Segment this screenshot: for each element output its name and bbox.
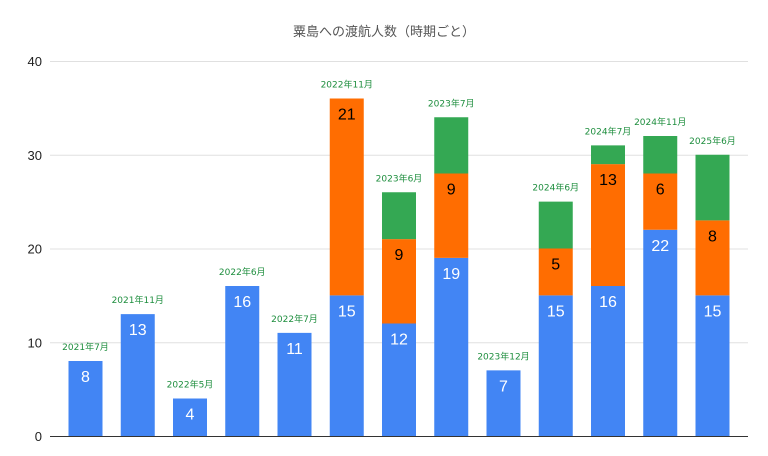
bar-segment [329, 295, 364, 436]
bar-segment [643, 229, 678, 436]
bar-value-label: 22 [651, 238, 669, 255]
bar-segment [329, 98, 364, 296]
bar-segment [382, 239, 416, 324]
bar-value-label: 9 [447, 182, 456, 199]
category-label: 2024年6月 [532, 182, 579, 194]
category-label: 2022年5月 [167, 379, 214, 391]
bar-value-label: 8 [708, 228, 717, 245]
category-label: 2023年6月 [376, 172, 423, 184]
bar-segment [486, 370, 521, 436]
chart-title: 粟島への渡航人数（時期ごと） [293, 24, 475, 40]
category-label: 2023年7月 [428, 97, 475, 109]
bar-value-label: 21 [338, 107, 356, 124]
bar-value-label: 8 [81, 369, 90, 386]
category-label: 2023年12月 [477, 350, 529, 362]
bar-segment [382, 192, 416, 240]
bar-value-label: 19 [442, 266, 460, 283]
bar-segment [591, 164, 625, 286]
bar-segment [695, 295, 730, 436]
bar-segment [225, 286, 260, 436]
bar-value-label: 15 [547, 303, 565, 320]
bars: 8 13 4 16 11 15 21 12 9 19 9 7 15 5 16 13 22 6 15 8 [68, 98, 730, 436]
category-label: 2021年7月 [62, 341, 109, 353]
bar-segment [591, 145, 625, 165]
bar-segment [68, 361, 103, 436]
bar-segment [120, 314, 155, 436]
category-label: 2024年11月 [634, 116, 686, 128]
bar-value-label: 12 [390, 332, 408, 349]
bar-value-label: 16 [233, 294, 251, 311]
category-label: 2025年6月 [689, 135, 736, 147]
bar-segment [173, 398, 207, 436]
bar-value-label: 7 [499, 378, 508, 395]
bar-value-label: 13 [599, 172, 617, 189]
bar-value-label: 5 [551, 257, 560, 274]
bar-value-label: 15 [338, 303, 356, 320]
bar-segment [591, 286, 625, 436]
category-labels: 2021年7月 2021年11月 2022年5月 2022年6月 2022年7月 2022… [62, 79, 736, 391]
category-label: 2022年7月 [271, 313, 318, 325]
y-tick-label: 40 [28, 54, 42, 69]
bar-value-label: 4 [186, 407, 195, 424]
y-tick-label: 30 [28, 148, 42, 163]
category-label: 2024年7月 [585, 125, 632, 137]
y-tick-label: 0 [35, 429, 42, 444]
y-tick-label: 20 [28, 242, 42, 257]
category-label: 2022年11月 [321, 79, 373, 91]
bar-value-label: 9 [395, 247, 404, 264]
bar-value-label: 11 [286, 341, 303, 358]
bar-value-label: 13 [129, 322, 147, 339]
bar-segment [382, 323, 416, 436]
bar-segment [695, 154, 730, 221]
bar-value-label: 16 [599, 294, 617, 311]
category-label: 2022年6月 [219, 266, 266, 278]
bar-value-label: 15 [704, 303, 722, 320]
category-label: 2021年11月 [112, 294, 164, 306]
bar-value-label: 6 [656, 182, 665, 199]
bar-segment [695, 220, 730, 296]
bar-segment [643, 173, 678, 230]
bar-segment [538, 295, 573, 436]
y-axis-ticks: 0 10 20 30 40 [28, 54, 42, 444]
bar-segment [538, 201, 573, 249]
bar-segment [538, 248, 573, 296]
bar-segment [434, 117, 469, 174]
bar-segment [277, 332, 312, 436]
y-tick-label: 10 [28, 335, 42, 350]
bar-segment [434, 257, 469, 436]
bar-segment [434, 173, 469, 258]
bar-segment [643, 136, 678, 174]
